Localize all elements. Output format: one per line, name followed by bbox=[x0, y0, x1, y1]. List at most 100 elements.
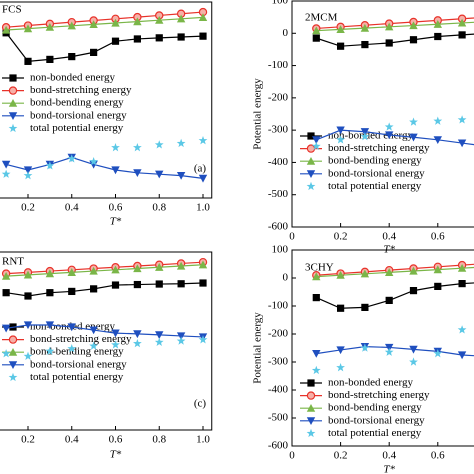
marker bbox=[45, 321, 55, 330]
legend-entry: total potential energy bbox=[8, 371, 124, 383]
marker bbox=[198, 13, 208, 21]
marker bbox=[312, 294, 320, 302]
marker bbox=[312, 34, 320, 42]
marker bbox=[155, 263, 164, 271]
legend-entry: bond-stretching energy bbox=[2, 333, 132, 345]
marker bbox=[111, 37, 120, 45]
series-line bbox=[6, 282, 204, 297]
marker bbox=[361, 303, 369, 311]
marker bbox=[176, 14, 186, 23]
panel: 00.20.40.60.8-600-500-400-300-200-100010… bbox=[252, 244, 474, 474]
legend-label: bond-stretching energy bbox=[328, 142, 430, 154]
marker bbox=[133, 264, 142, 273]
x-tick-label: 0.4 bbox=[65, 202, 79, 214]
marker bbox=[8, 348, 18, 356]
marker bbox=[336, 346, 345, 355]
marker bbox=[312, 272, 321, 281]
y-tick-label: 100 bbox=[272, 244, 289, 256]
series-line bbox=[6, 264, 204, 277]
series-line bbox=[5, 32, 204, 62]
plot-frame bbox=[0, 1, 213, 199]
series-line bbox=[316, 33, 474, 47]
panel-title: 3CHY bbox=[305, 262, 334, 274]
legend-entry: bond-torsional energy bbox=[300, 167, 425, 179]
marker bbox=[23, 166, 33, 175]
x-tick-label: 0 bbox=[289, 450, 295, 462]
marker bbox=[89, 341, 98, 350]
marker bbox=[176, 261, 186, 270]
panel-label: (c) bbox=[194, 398, 207, 410]
marker bbox=[457, 264, 467, 272]
marker bbox=[1, 169, 11, 178]
legend-label: bond-stretching energy bbox=[30, 333, 132, 345]
marker bbox=[336, 25, 345, 34]
marker bbox=[111, 281, 120, 289]
marker bbox=[457, 325, 467, 334]
legend-label: bond-bending energy bbox=[328, 155, 422, 167]
legend-label: non-bonded energy bbox=[30, 72, 116, 84]
marker bbox=[133, 143, 142, 152]
marker bbox=[23, 351, 33, 360]
legend-entry: total potential energy bbox=[8, 122, 124, 134]
marker bbox=[46, 289, 54, 297]
marker bbox=[133, 169, 142, 177]
legend-label: bond-stretching energy bbox=[328, 389, 430, 401]
marker bbox=[457, 115, 467, 124]
marker bbox=[67, 21, 76, 30]
marker bbox=[409, 21, 418, 30]
marker bbox=[385, 39, 393, 47]
x-tick-label: 0.2 bbox=[334, 231, 348, 243]
legend-label: non-bonded energy bbox=[328, 377, 414, 389]
marker bbox=[1, 324, 11, 333]
marker bbox=[306, 428, 316, 438]
plot-frame bbox=[291, 249, 474, 447]
legend-entry: bond-stretching energy bbox=[300, 142, 430, 154]
series-line bbox=[316, 129, 474, 146]
marker bbox=[384, 268, 394, 276]
legend-entry: bond-torsional energy bbox=[300, 414, 425, 426]
legend-entry: total potential energy bbox=[306, 180, 422, 192]
marker bbox=[111, 265, 120, 274]
x-tick-label: 0.4 bbox=[382, 231, 396, 243]
legend-label: bond-torsional energy bbox=[328, 167, 425, 179]
marker bbox=[361, 40, 369, 49]
marker bbox=[8, 335, 18, 344]
marker bbox=[154, 337, 164, 346]
marker bbox=[409, 357, 418, 366]
marker bbox=[111, 143, 120, 152]
marker bbox=[199, 279, 207, 287]
marker bbox=[409, 133, 418, 142]
marker bbox=[336, 363, 345, 372]
x-tick-label: 0.4 bbox=[382, 450, 396, 462]
legend-label: bond-bending energy bbox=[30, 97, 124, 109]
marker bbox=[8, 86, 18, 95]
marker bbox=[336, 42, 345, 50]
x-axis-label: T* bbox=[383, 464, 395, 474]
marker bbox=[384, 122, 394, 131]
marker bbox=[311, 141, 321, 151]
y-tick-label: -600 bbox=[268, 440, 289, 452]
series-line bbox=[6, 16, 204, 31]
y-tick-label: -600 bbox=[268, 221, 289, 233]
series-line bbox=[316, 263, 474, 276]
legend-entry: total potential energy bbox=[306, 427, 422, 439]
legend-entry: bond-torsional energy bbox=[2, 109, 127, 121]
marker bbox=[9, 74, 17, 82]
y-tick-label: -400 bbox=[268, 156, 289, 168]
marker bbox=[45, 161, 55, 170]
y-tick-label: -300 bbox=[268, 124, 289, 136]
legend-entry: bond-torsional energy bbox=[2, 358, 127, 370]
y-tick-label: 0 bbox=[283, 27, 289, 39]
marker bbox=[384, 22, 394, 31]
y-axis-label: Potential energy bbox=[252, 312, 264, 384]
marker bbox=[336, 304, 345, 312]
marker bbox=[360, 269, 370, 278]
marker bbox=[24, 57, 32, 65]
marker bbox=[89, 157, 98, 166]
x-tick-label: 0.4 bbox=[65, 434, 79, 446]
marker bbox=[384, 347, 394, 356]
panel-title: 2MCM bbox=[305, 12, 338, 24]
marker bbox=[8, 361, 18, 369]
